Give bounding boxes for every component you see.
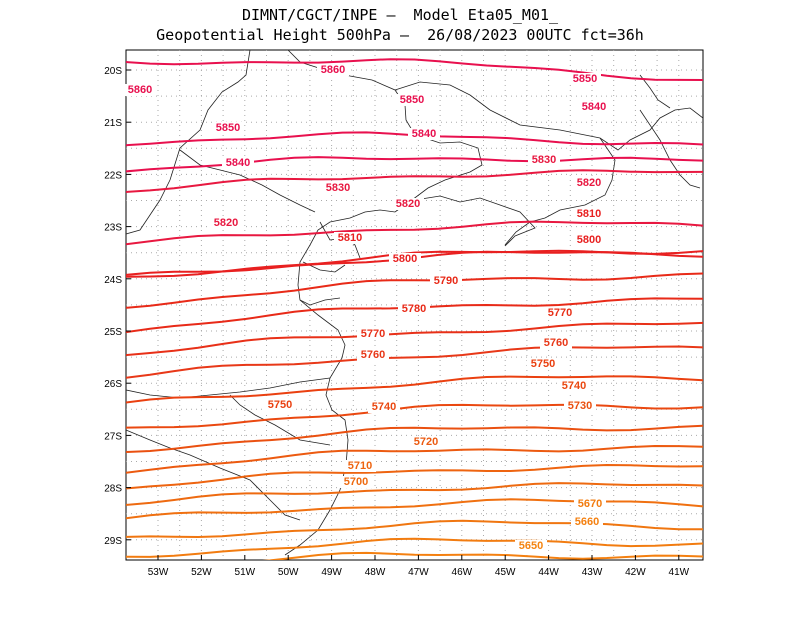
- lon-tick-label: 51W: [235, 567, 256, 578]
- contour-5790: [126, 272, 703, 309]
- contour-5700: [126, 482, 703, 506]
- contour-label-5750: 5750: [268, 399, 292, 411]
- contour-label-5820: 5820: [396, 198, 420, 210]
- contour-5660: [262, 551, 703, 560]
- contour-label-5850: 5850: [400, 94, 424, 106]
- contour-label-5840: 5840: [582, 101, 606, 113]
- latitude-axis: 20S 21S 22S 23S 24S 25S 26S 27S 28S 29S: [104, 66, 131, 547]
- contour-label-5860: 5860: [321, 64, 345, 76]
- contour-5860: [126, 58, 703, 81]
- lat-tick-label: 22S: [104, 170, 122, 181]
- lat-tick-label: 20S: [104, 66, 122, 77]
- contour-5750: [126, 375, 703, 404]
- contour-label-5800: 5800: [577, 234, 601, 246]
- chart-title-line2: Geopotential Height 500hPa – 26/08/2023 …: [156, 26, 644, 44]
- contour-label-5830: 5830: [532, 154, 556, 166]
- lon-tick-label: 46W: [452, 567, 473, 578]
- contour-labels: 5860 5860 5850 5850 5850 5840 5840 5840 5830 5830…: [124, 64, 610, 552]
- contour-label-5670: 5670: [578, 498, 602, 510]
- contour-label-5760: 5760: [544, 337, 568, 349]
- contour-label-5840: 5840: [412, 128, 436, 140]
- chart-title-line1: DIMNT/CGCT/INPE – Model Eta05_M01_: [241, 6, 559, 24]
- lat-tick-label: 21S: [104, 118, 122, 129]
- lon-tick-label: 42W: [625, 567, 646, 578]
- contour-label-5710: 5710: [348, 460, 372, 472]
- lat-tick-label: 25S: [104, 327, 122, 338]
- contour-label-5740: 5740: [562, 380, 586, 392]
- lat-tick-label: 23S: [104, 223, 122, 234]
- height-contours: [126, 58, 703, 593]
- contour-label-5660: 5660: [575, 516, 599, 528]
- contour-5830: [126, 169, 703, 193]
- contour-5730: [126, 424, 703, 453]
- contour-label-5850: 5850: [573, 73, 597, 85]
- contour-5690: [126, 498, 703, 520]
- lon-tick-label: 48W: [365, 567, 386, 578]
- contour-label-5860: 5860: [128, 84, 152, 96]
- lon-tick-label: 47W: [408, 567, 429, 578]
- lat-tick-label: 28S: [104, 484, 122, 495]
- contour-label-5800: 5800: [393, 253, 417, 265]
- contour-label-5770: 5770: [361, 328, 385, 340]
- contour-5760: [126, 345, 703, 379]
- contour-5670: [126, 537, 703, 558]
- contour-5680: [126, 519, 703, 539]
- contour-label-5760: 5760: [361, 349, 385, 361]
- contour-label-5840: 5840: [226, 157, 250, 169]
- contour-label-5830: 5830: [326, 182, 350, 194]
- lat-tick-label: 27S: [104, 431, 122, 442]
- lon-tick-label: 53W: [148, 567, 169, 578]
- contour-5740: [126, 403, 703, 429]
- lon-tick-label: 49W: [321, 567, 342, 578]
- contour-label-5810: 5810: [577, 208, 601, 220]
- contour-label-5780: 5780: [402, 303, 426, 315]
- contour-label-5850: 5850: [216, 122, 240, 134]
- lon-tick-label: 45W: [495, 567, 516, 578]
- contour-5840: [126, 156, 703, 173]
- lon-tick-label: 44W: [538, 567, 559, 578]
- contour-5770: [126, 321, 703, 357]
- lon-tick-label: 43W: [582, 567, 603, 578]
- contour-label-5810: 5810: [338, 232, 362, 244]
- contour-label-5700: 5700: [344, 476, 368, 488]
- lat-tick-label: 26S: [104, 379, 122, 390]
- contour-5800: [126, 249, 703, 278]
- contour-label-5650: 5650: [519, 540, 543, 552]
- contour-5820: [126, 220, 703, 246]
- contour-label-5740: 5740: [372, 401, 396, 413]
- lat-tick-label: 29S: [104, 536, 122, 547]
- contour-5720: [126, 444, 703, 474]
- contour-label-5720: 5720: [414, 436, 438, 448]
- lat-tick-label: 24S: [104, 275, 122, 286]
- lon-tick-label: 41W: [669, 567, 690, 578]
- contour-label-5820: 5820: [214, 217, 238, 229]
- contour-5640: [126, 580, 703, 593]
- longitude-axis: 53W 52W 51W 50W 49W 48W 47W 46W 45W 44W 43W 42W 41W: [148, 555, 690, 578]
- contour-label-5820: 5820: [577, 177, 601, 189]
- contour-label-5730: 5730: [568, 400, 592, 412]
- contour-label-5750: 5750: [531, 358, 555, 370]
- lon-tick-label: 52W: [191, 567, 212, 578]
- contour-label-5790: 5790: [434, 275, 458, 287]
- lon-tick-label: 50W: [278, 567, 299, 578]
- contour-5710: [126, 463, 703, 490]
- contour-label-5770: 5770: [548, 307, 572, 319]
